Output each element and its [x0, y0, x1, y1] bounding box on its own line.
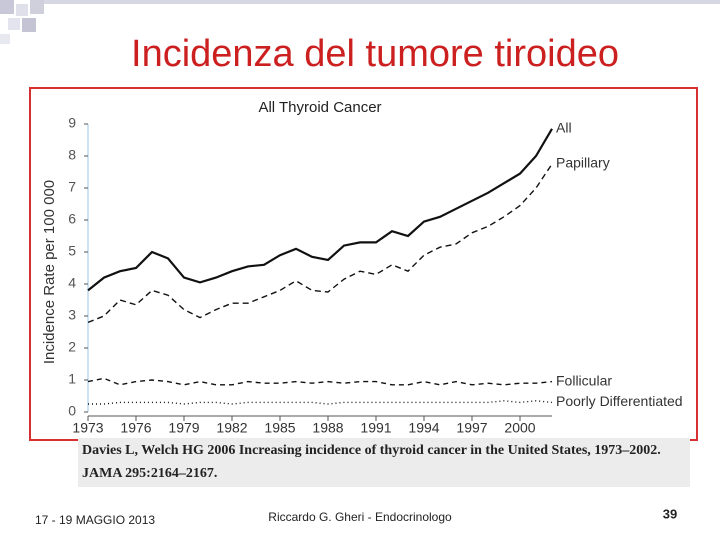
chart-title: All Thyroid Cancer [258, 99, 381, 116]
x-tick-label: 1994 [408, 420, 439, 436]
citation: JAMA 295:2164–2167. [82, 466, 217, 481]
series-line [87, 163, 553, 324]
series-line [87, 128, 553, 292]
x-tick-label: 1976 [120, 420, 151, 436]
x-tick-label: 1997 [456, 420, 487, 436]
x-tick-label: 1985 [264, 420, 295, 436]
y-tick-label: 7 [68, 179, 76, 195]
x-tick-label: 2000 [504, 420, 535, 436]
y-tick-label: 1 [68, 371, 76, 387]
x-tick-label: 1979 [168, 420, 199, 436]
series-line [88, 400, 553, 405]
footer-date: 17 - 19 MAGGIO 2013 [35, 513, 155, 527]
y-tick-label: 5 [68, 243, 76, 259]
citation-box [78, 438, 690, 487]
y-tick-label: 2 [68, 339, 76, 355]
series-label: Poorly Differentiated [556, 393, 683, 409]
page-number: 39 [663, 506, 677, 521]
series-label: Papillary [556, 155, 610, 171]
y-tick-label: 4 [68, 275, 76, 291]
slide-title: Incidenza del tumore tiroideo [131, 33, 619, 75]
y-axis-label: Incidence Rate per 100 000 [41, 180, 58, 364]
y-tick-label: 9 [68, 115, 76, 131]
y-tick-label: 8 [68, 147, 76, 163]
x-tick-label: 1982 [216, 420, 247, 436]
y-tick-label: 6 [68, 211, 76, 227]
series-label: All [556, 120, 572, 136]
x-tick-label: 1973 [72, 420, 103, 436]
y-tick-label: 3 [68, 307, 76, 323]
x-tick-label: 1988 [312, 420, 343, 436]
citation: Davies L, Welch HG 2006 Increasing incid… [82, 443, 661, 458]
footer-author: Riccardo G. Gheri - Endocrinologo [268, 510, 452, 524]
series-label: Follicular [556, 372, 612, 388]
y-tick-label: 0 [68, 403, 76, 419]
decoration [0, 0, 720, 44]
x-tick-label: 1991 [360, 420, 391, 436]
series-line [87, 377, 553, 386]
